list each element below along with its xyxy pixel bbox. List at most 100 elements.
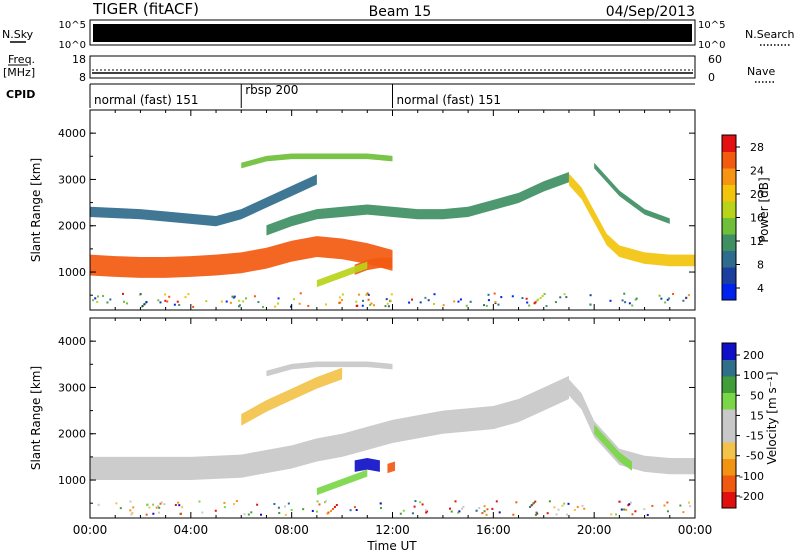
noise-pixel — [483, 304, 486, 307]
noise-pixel — [94, 297, 97, 300]
noise-pixel — [262, 305, 265, 308]
noise-pixel — [231, 295, 234, 298]
y-tick-label: 1000 — [58, 474, 86, 487]
noise-pixel — [278, 512, 281, 515]
noise-pixel — [521, 297, 524, 300]
noise-pixel — [327, 511, 330, 514]
noise-pixel — [187, 293, 190, 296]
noise-pixel — [413, 505, 416, 508]
noise-pixel — [379, 502, 382, 505]
nsky-tick-bottom: 10^0 — [59, 40, 86, 51]
noise-pixel — [335, 503, 338, 506]
noise-pixel — [115, 502, 118, 505]
nsearch-tick-top: 10^5 — [698, 20, 725, 31]
freq-tick-top: 18 — [72, 53, 86, 66]
noise-pixel — [245, 297, 248, 300]
freq-label: Freq. — [8, 53, 35, 66]
time-axis: 00:00 04:00 08:00 12:00 16:00 20:00 00:00 — [73, 523, 713, 537]
noise-pixel — [384, 305, 387, 308]
noise-pixel — [487, 299, 490, 302]
noise-pixel — [145, 301, 148, 304]
scatter-band — [90, 174, 317, 227]
noise-pixel — [287, 502, 290, 505]
scatter-band — [241, 367, 343, 426]
noise-pixel — [166, 300, 169, 303]
noise-pixel — [424, 296, 427, 299]
noise-pixel — [530, 503, 533, 506]
y-tick-label: 1000 — [58, 266, 86, 279]
noise-pixel — [573, 509, 576, 512]
noise-pixel — [487, 293, 490, 296]
noise-pixel — [421, 503, 424, 506]
colorbar-tick-label: -200 — [739, 490, 764, 503]
noise-pixel — [235, 500, 238, 503]
noise-pixel — [139, 293, 142, 296]
y-tick-label: 2000 — [58, 220, 86, 233]
noise-pixel — [330, 509, 333, 512]
time-tick-label: 00:00 — [678, 523, 713, 537]
noise-pixel — [325, 303, 328, 306]
colorbar-swatch — [722, 135, 736, 152]
noise-pixel — [618, 500, 621, 503]
nsky-panel: N.Sky 10^5 10^0 10^5 10^0 N.Search — [2, 19, 795, 51]
noise-pixel — [646, 513, 649, 516]
cpid-segment-label: normal (fast) 151 — [94, 93, 198, 107]
velocity-colorbar: 200 100 50 15 -15 -50 -100 -200 — [721, 342, 764, 509]
noise-pixel — [454, 500, 457, 503]
noise-pixel — [390, 293, 393, 296]
noise-pixel — [621, 299, 624, 302]
noise-pixel — [536, 512, 539, 515]
noise-pixel — [625, 508, 628, 511]
nsearch-label: N.Search — [745, 28, 795, 41]
noise-pixel — [615, 513, 618, 516]
noise-pixel — [620, 508, 623, 511]
noise-pixel — [442, 304, 445, 307]
noise-pixel — [201, 511, 204, 514]
noise-pixel — [483, 510, 486, 513]
colorbar-tick-label: 12 — [750, 235, 764, 248]
noise-pixel — [485, 513, 488, 516]
noise-pixel — [628, 503, 631, 506]
noise-pixel — [253, 295, 256, 298]
colorbar-swatch — [722, 343, 736, 360]
nave-tick-bottom: 0 — [708, 71, 715, 84]
colorbar-tick-label: 200 — [743, 349, 764, 362]
scatter-band — [568, 379, 695, 475]
noise-pixel — [555, 513, 558, 516]
noise-pixel — [198, 500, 201, 503]
noise-pixel — [623, 508, 626, 511]
noise-pixel — [485, 304, 488, 307]
noise-pixel — [411, 512, 414, 515]
noise-pixel — [223, 501, 226, 504]
noise-pixel — [631, 513, 634, 516]
noise-pixel — [576, 506, 579, 509]
noise-pixel — [146, 503, 149, 506]
noise-pixel — [685, 296, 688, 299]
colorbar-swatch — [722, 151, 736, 169]
noise-pixel — [178, 504, 181, 507]
noise-pixel — [318, 503, 321, 506]
noise-pixel — [515, 501, 518, 504]
y-tick-label: 4000 — [58, 335, 86, 348]
noise-pixel — [624, 301, 627, 304]
noise-pixel — [338, 296, 341, 299]
noise-pixel — [130, 513, 133, 516]
noise-pixel — [277, 297, 280, 300]
noise-pixel — [257, 301, 260, 304]
noise-pixel — [399, 512, 402, 515]
nsky-tick-top: 10^5 — [59, 20, 86, 31]
noise-pixel — [238, 299, 241, 302]
noise-pixel — [121, 292, 124, 295]
date-label: 04/Sep/2013 — [606, 4, 695, 20]
power-panel: 1000 2000 3000 4000 Slant Range [km] 28 24 20… — [29, 109, 771, 311]
noise-pixel — [425, 509, 428, 512]
noise-pixel — [367, 293, 370, 296]
time-tick-label: 20:00 — [577, 523, 612, 537]
noise-pixel — [370, 302, 373, 305]
noise-pixel — [563, 293, 566, 296]
noise-pixel — [541, 295, 544, 298]
y-tick-label: 3000 — [58, 173, 86, 186]
colorbar-swatch — [722, 168, 736, 185]
noise-pixel — [535, 511, 538, 514]
